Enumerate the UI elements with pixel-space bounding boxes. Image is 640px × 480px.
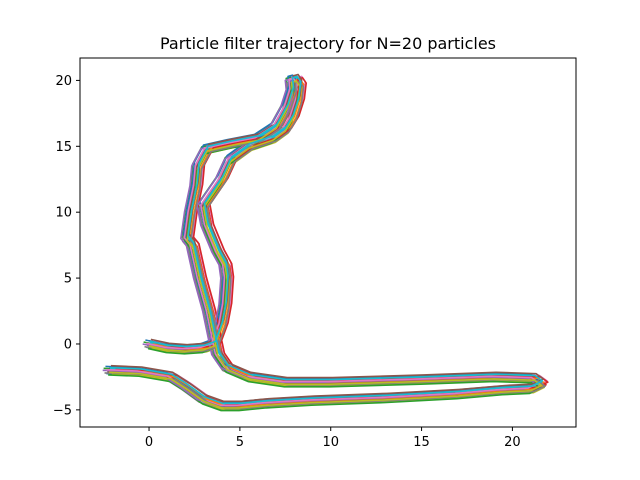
plot-area	[102, 73, 549, 412]
y-tick-label: −5	[53, 403, 72, 418]
x-tick-label: 10	[322, 435, 339, 450]
y-tick-label: 10	[55, 206, 72, 221]
y-tick-label: 5	[64, 272, 72, 287]
y-tick-label: 15	[55, 140, 72, 155]
y-tick-label: 20	[55, 74, 72, 89]
chart-title: Particle filter trajectory for N=20 part…	[160, 34, 496, 53]
series-layer	[102, 73, 549, 412]
x-tick-label: 15	[413, 435, 430, 450]
x-tick-label: 0	[145, 435, 153, 450]
particle-trajectory-line	[106, 77, 540, 407]
x-tick-label: 20	[504, 435, 521, 450]
plot-border	[79, 57, 577, 428]
x-axis: 0 5 10 15 20	[145, 427, 521, 450]
x-tick-label: 5	[236, 435, 244, 450]
particle-trajectory-line	[109, 75, 544, 405]
y-tick-label: 0	[64, 337, 72, 352]
axes-frame	[79, 57, 577, 428]
y-axis: −5 0 5 10 15 20	[53, 74, 80, 418]
